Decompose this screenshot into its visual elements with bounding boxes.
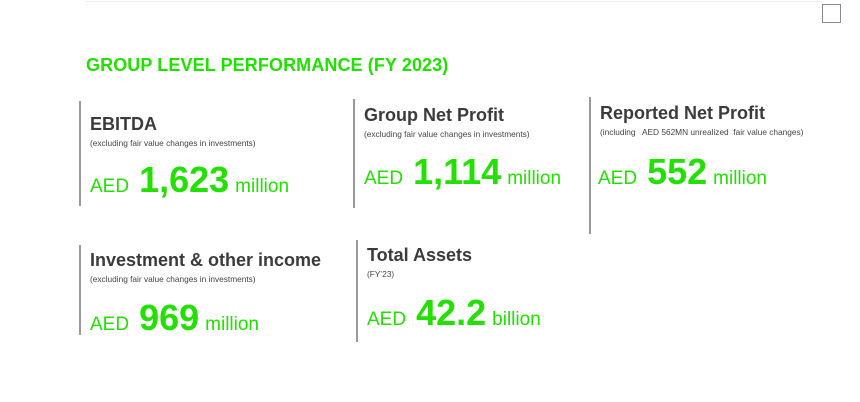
metric-number: 42.2: [416, 292, 487, 333]
card-title: Group Net Profit: [364, 105, 504, 125]
unit-label: million: [713, 168, 768, 189]
card-note: (excluding fair value changes in investm…: [90, 274, 256, 284]
card-title: Total Assets: [367, 245, 473, 265]
unit-label: billion: [492, 309, 541, 330]
metric-number: 1,623: [139, 159, 230, 200]
metric-value: AED 969 million: [90, 297, 259, 339]
card-title: Reported Net Profit: [600, 103, 766, 123]
currency-label: AED: [90, 176, 130, 197]
ebitda-card: EBITDA (excluding fair value changes in …: [79, 101, 339, 206]
currency-label: AED: [598, 168, 638, 189]
section-title: GROUP LEVEL PERFORMANCE (FY 2023): [86, 55, 449, 75]
total-assets-card: Total Assets (FY’23) AED 42.2 billion: [356, 240, 586, 342]
reported-net-profit-card: Reported Net Profit (including AED 562MN…: [589, 97, 839, 234]
investment-income-card: Investment & other income (excluding fai…: [79, 245, 354, 338]
metric-value: AED 552 million: [598, 151, 767, 193]
checkbox-square[interactable]: [822, 4, 841, 23]
unit-label: million: [235, 176, 290, 197]
card-title: Investment & other income: [90, 250, 322, 270]
currency-label: AED: [364, 168, 404, 189]
card-note: (including AED 562MN unrealized fair val…: [600, 127, 804, 137]
group-net-profit-card: Group Net Profit (excluding fair value c…: [353, 99, 583, 208]
card-title: EBITDA: [90, 114, 157, 134]
unit-label: million: [205, 314, 260, 335]
card-note: (excluding fair value changes in investm…: [90, 138, 256, 148]
metric-number: 552: [647, 151, 708, 192]
currency-label: AED: [367, 309, 407, 330]
top-divider: [86, 1, 821, 2]
unit-label: million: [507, 168, 562, 189]
currency-label: AED: [90, 314, 130, 335]
metric-value: AED 1,114 million: [364, 151, 561, 193]
card-note: (FY’23): [367, 269, 395, 279]
metric-value: AED 1,623 million: [90, 159, 289, 201]
metric-value: AED 42.2 billion: [367, 292, 541, 334]
metric-number: 969: [139, 297, 200, 338]
card-note: (excluding fair value changes in investm…: [364, 129, 530, 139]
metric-number: 1,114: [413, 151, 502, 192]
